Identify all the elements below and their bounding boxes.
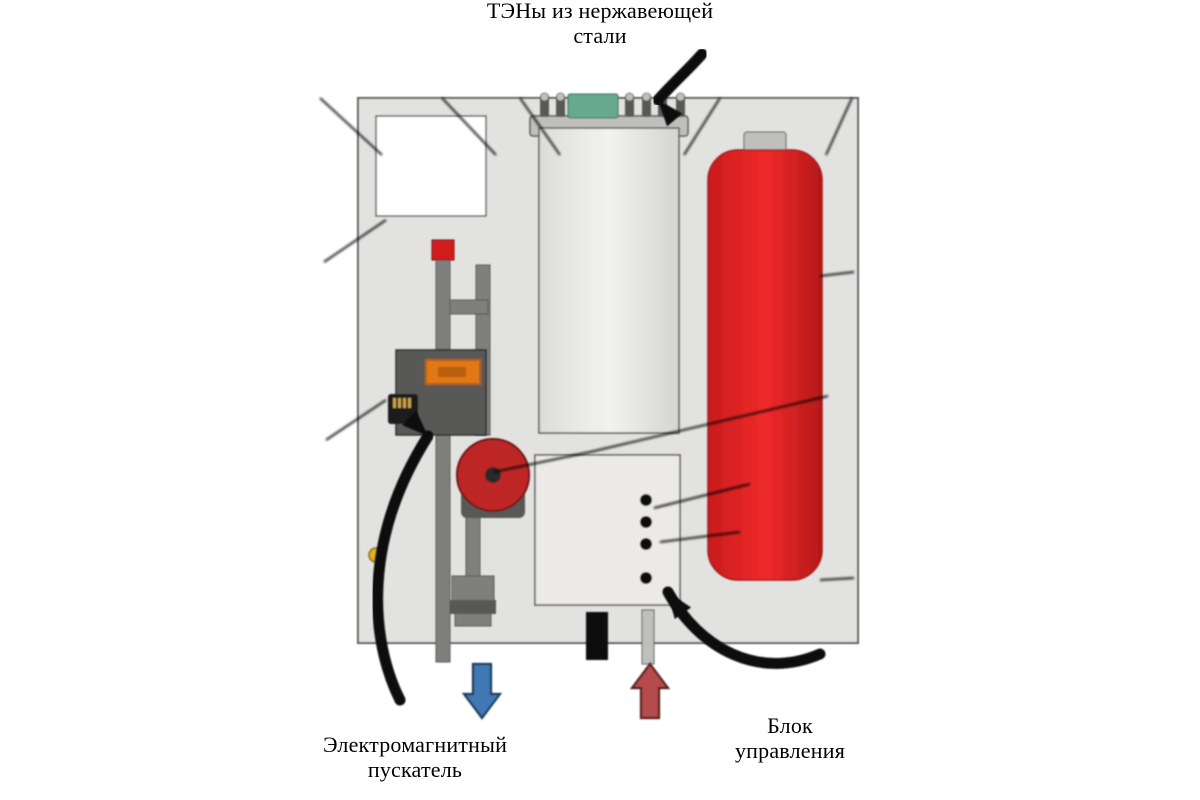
diagram-stage: ТЭНы из нержавеющей стали Электромагнитн… <box>0 0 1200 800</box>
boiler-schematic <box>0 0 1200 800</box>
label-electromagnetic-starter: Электромагнитный пускатель <box>250 732 580 783</box>
label-control-unit: Блок управления <box>690 713 890 764</box>
label-heating-elements: ТЭНы из нержавеющей стали <box>395 0 805 49</box>
